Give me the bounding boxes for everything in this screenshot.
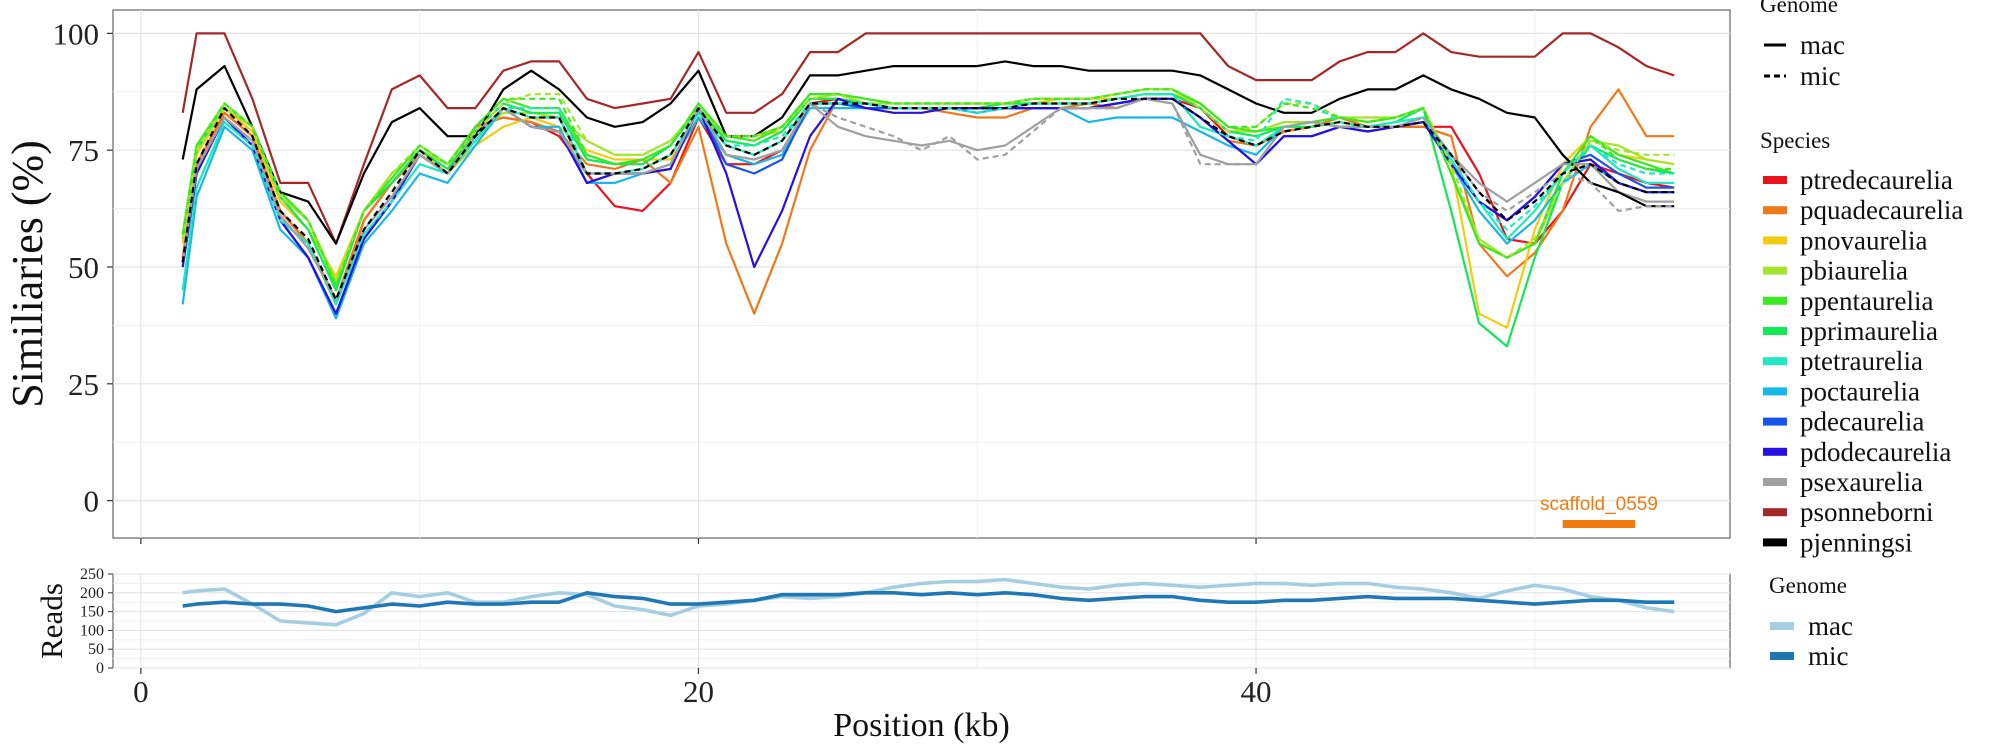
legend-label-mic: mic <box>1800 61 1841 91</box>
legend-label-mac: mac <box>1800 30 1845 60</box>
series-line-mic-pjenningsi <box>181 97 1675 301</box>
legend-label-pdodecaurelia: pdodecaurelia <box>1800 437 1951 467</box>
legend-swatch-ppentaurelia <box>1763 296 1787 305</box>
legend-swatch-ptetraurelia <box>1763 357 1787 366</box>
legend-label-reads-mic: mic <box>1808 641 1849 671</box>
legend-genome-title: Genome <box>1760 0 1838 17</box>
legend-swatch-pdodecaurelia <box>1763 447 1787 456</box>
legend-swatch-poctaurelia <box>1763 387 1787 396</box>
legend-swatch-reads-mic <box>1770 652 1794 660</box>
legend-swatch-pnovaurelia <box>1763 236 1787 245</box>
y-tick-label: 100 <box>53 16 100 51</box>
legend-label-ptredecaurelia: ptredecaurelia <box>1800 165 1953 195</box>
legend-label-ppentaurelia: ppentaurelia <box>1800 286 1933 316</box>
legend-label-psonneborni: psonneborni <box>1800 497 1933 527</box>
series-line-mic-ppentaurelia <box>181 88 1675 287</box>
legend-label-pjenningsi: pjenningsi <box>1800 527 1913 557</box>
legend-swatch-pprimaurelia <box>1763 327 1787 335</box>
series-line-mic-ptetraurelia <box>181 93 1675 306</box>
y-tick-label: 150 <box>80 604 104 621</box>
scaffold-label: scaffold_0559 <box>1540 494 1658 515</box>
y-tick-label: 200 <box>80 585 104 602</box>
legend-label-pbiaurelia: pbiaurelia <box>1800 256 1908 286</box>
reads-line-mic <box>182 591 1675 614</box>
y-tick-label: 100 <box>80 622 104 639</box>
legend-label-ptetraurelia: ptetraurelia <box>1800 346 1923 376</box>
legend-swatch-pdecaurelia <box>1763 417 1787 426</box>
y-tick-label: 75 <box>68 133 99 168</box>
y-tick-label: 0 <box>96 660 104 677</box>
y-tick-label: 50 <box>68 250 99 285</box>
legend-swatch-psexaurelia <box>1763 478 1787 486</box>
x-axis-label: Position (kb) <box>833 707 1010 744</box>
y-axis-label: Similiaries (%) <box>3 140 52 408</box>
series-line-mac-pjenningsi <box>181 60 1675 245</box>
legend-label-pnovaurelia: pnovaurelia <box>1800 225 1927 255</box>
series-line-mac-psonneborni <box>181 32 1675 245</box>
legend-label-poctaurelia: poctaurelia <box>1800 376 1920 406</box>
y-tick-label: 250 <box>80 566 104 583</box>
y-tick-label: 50 <box>88 641 104 658</box>
legend-swatch-pjenningsi <box>1763 538 1787 547</box>
reads-y-axis-label: Reads <box>34 583 69 659</box>
legend-label-reads-mac: mac <box>1808 611 1853 641</box>
y-tick-label: 25 <box>68 367 99 402</box>
legend-label-pdecaurelia: pdecaurelia <box>1800 407 1924 437</box>
reads-line-mac <box>182 577 1675 627</box>
legend-label-psexaurelia: psexaurelia <box>1800 467 1923 497</box>
x-tick-label: 0 <box>133 674 149 709</box>
legend-swatch-reads-mac <box>1770 622 1794 630</box>
legend-swatch-pquadecaurelia <box>1763 206 1787 215</box>
legend-swatch-ptredecaurelia <box>1763 176 1787 184</box>
similarity-panel: 0 25 50 75 100 Similiaries (%) scaffold_0559 <box>3 9 1731 544</box>
legend: GenomemacmicSpeciesptredecaureliapquadec… <box>1760 0 1963 671</box>
legend-label-pquadecaurelia: pquadecaurelia <box>1800 195 1963 225</box>
legend-species-title: Species <box>1760 128 1830 153</box>
x-tick-label: 20 <box>683 674 714 709</box>
legend-swatch-psonneborni <box>1763 508 1787 517</box>
plot-frame <box>112 9 1731 539</box>
x-tick-label: 40 <box>1241 674 1272 709</box>
legend-swatch-pbiaurelia <box>1763 266 1787 275</box>
legend-reads-genome-title: Genome <box>1769 573 1847 598</box>
y-tick-label: 0 <box>84 484 100 519</box>
legend-label-pprimaurelia: pprimaurelia <box>1800 316 1938 346</box>
